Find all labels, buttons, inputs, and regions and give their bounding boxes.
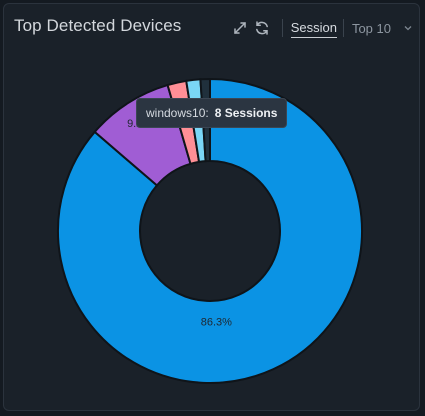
tooltip-label: windows10:	[146, 106, 209, 120]
toolbar-separator	[281, 19, 283, 37]
slice-data-label: 86.3%	[201, 317, 232, 329]
donut-slice[interactable]	[57, 77, 363, 384]
toolbar-separator	[342, 19, 344, 37]
chart-tooltip: windows10: 8 Sessions	[136, 98, 288, 128]
chevron-down-icon	[404, 26, 412, 31]
panel-title: Top Detected Devices	[14, 16, 182, 35]
tab-session[interactable]: Session	[290, 20, 337, 38]
refresh-icon[interactable]	[254, 20, 270, 36]
expand-icon[interactable]	[232, 20, 248, 36]
top-n-select-value: Top 10	[351, 20, 391, 36]
panel-toolbar: Session Top 10	[232, 16, 413, 40]
top-n-select[interactable]: Top 10	[352, 21, 413, 36]
tooltip-value: 8 Sessions	[214, 106, 278, 120]
